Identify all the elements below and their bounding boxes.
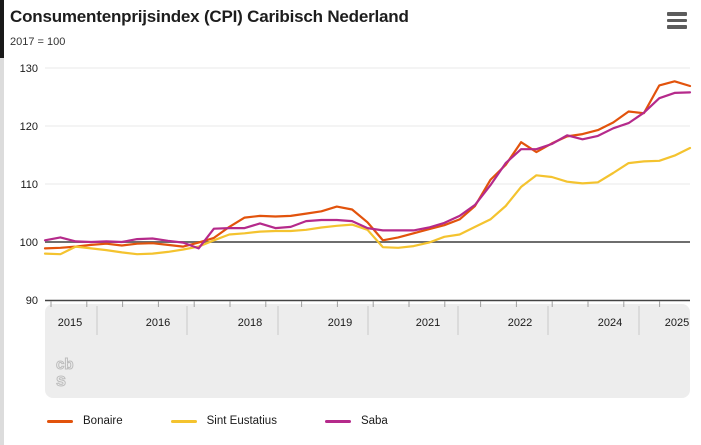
- chart-legend: Bonaire Sint Eustatius Saba: [47, 415, 436, 427]
- legend-swatch-sint-eustatius: [170, 419, 197, 423]
- x-axis-year-label: 2024: [598, 317, 622, 329]
- legend-swatch-saba: [324, 419, 351, 423]
- series-line-sint-eustatius: [43, 146, 692, 256]
- x-axis-year-label: 2015: [58, 317, 82, 329]
- legend-item-bonaire[interactable]: Bonaire: [47, 415, 123, 427]
- cpi-line-chart: 90 100 110 120 130 2015 2016 2018 2019 2021 2022 20…: [20, 63, 692, 398]
- legend-swatch-bonaire: [47, 419, 73, 423]
- legend-label-bonaire: Bonaire: [83, 415, 123, 427]
- y-axis-label: 120: [20, 121, 38, 133]
- x-axis-year-label: 2016: [146, 317, 170, 329]
- page-edge-light: [0, 58, 4, 445]
- page-edge-dark: [0, 0, 4, 58]
- x-axis-year-label: 2025: [665, 317, 689, 329]
- hamburger-icon[interactable]: [667, 12, 687, 29]
- x-axis-year-label: 2022: [508, 317, 532, 329]
- hamburger-bar: [667, 18, 687, 23]
- y-axis-label: 130: [20, 63, 38, 75]
- cbs-logo: cb: [56, 356, 74, 373]
- chart-subtitle: 2017 = 100: [10, 36, 66, 48]
- legend-item-saba[interactable]: Saba: [324, 415, 388, 427]
- x-axis-year-label: 2018: [238, 317, 262, 329]
- x-axis-year-label: 2021: [416, 317, 440, 329]
- x-axis-year-label: 2019: [328, 317, 352, 329]
- chart-title: Consumentenprijsindex (CPI) Caribisch Ne…: [10, 7, 409, 26]
- hamburger-bar: [667, 25, 687, 29]
- y-axis-label: 110: [20, 179, 38, 191]
- cbs-logo: s: [56, 370, 66, 390]
- legend-label-sint-eustatius: Sint Eustatius: [206, 415, 277, 427]
- hamburger-bar: [667, 12, 687, 16]
- y-axis-label: 90: [26, 295, 38, 307]
- axis-footer-panel: [45, 304, 690, 398]
- legend-label-saba: Saba: [360, 415, 388, 427]
- series-line-bonaire: [43, 80, 692, 250]
- legend-item-sint-eustatius[interactable]: Sint Eustatius: [170, 415, 277, 427]
- series-line-saba: [43, 91, 692, 250]
- y-axis-label: 100: [20, 237, 38, 249]
